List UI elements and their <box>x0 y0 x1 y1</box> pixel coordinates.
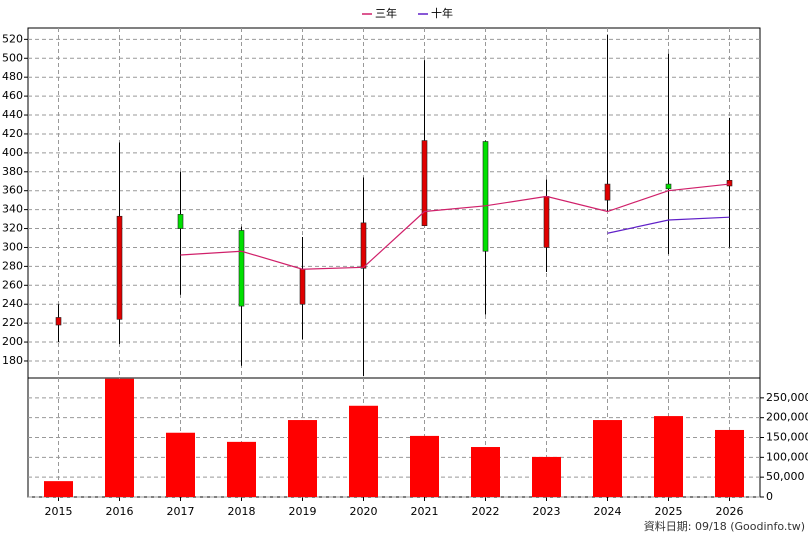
bar <box>288 420 317 497</box>
x-tick-label: 2018 <box>228 505 256 518</box>
candle-body <box>116 215 123 320</box>
x-tick-label: 2026 <box>716 505 744 518</box>
x-tick-label: 2023 <box>533 505 561 518</box>
y-tick-label: 200 <box>2 335 23 348</box>
candle-body <box>726 179 733 187</box>
y2-tick-label: 250,000 <box>766 391 808 404</box>
y-tick-label: 240 <box>2 297 23 310</box>
x-tick-label: 2025 <box>655 505 683 518</box>
candle-body <box>543 196 550 248</box>
candle-body <box>299 268 306 305</box>
bar <box>166 432 195 497</box>
candle-body <box>177 214 184 229</box>
x-tick-label: 2024 <box>594 505 622 518</box>
y-tick-label: 280 <box>2 259 23 272</box>
legend-label: 三年 <box>375 6 397 20</box>
candle-body <box>360 222 367 269</box>
bar <box>471 447 500 497</box>
y-tick-label: 360 <box>2 184 23 197</box>
x-tick-label: 2020 <box>350 505 378 518</box>
y-tick-label: 320 <box>2 222 23 235</box>
y-tick-label: 440 <box>2 108 23 121</box>
bar <box>105 378 134 497</box>
line-series <box>607 216 730 234</box>
candle-body <box>238 230 245 307</box>
y-tick-label: 340 <box>2 203 23 216</box>
y-tick-label: 300 <box>2 240 23 253</box>
y-tick-label: 180 <box>2 354 23 367</box>
y-tick-label: 400 <box>2 146 23 159</box>
y2-tick-label: 100,000 <box>766 450 808 463</box>
y2-tick-label: 150,000 <box>766 431 808 444</box>
candle-body <box>55 317 62 326</box>
x-tick-label: 2017 <box>167 505 195 518</box>
bar <box>349 405 378 497</box>
bar <box>44 481 73 497</box>
y-tick-label: 480 <box>2 70 23 83</box>
y-tick-label: 500 <box>2 51 23 64</box>
y-tick-label: 220 <box>2 316 23 329</box>
y-tick-label: 260 <box>2 278 23 291</box>
candle-body <box>421 140 428 227</box>
bar <box>410 435 439 497</box>
x-tick-label: 2019 <box>289 505 317 518</box>
y2-tick-label: 200,000 <box>766 411 808 424</box>
y-tick-label: 460 <box>2 89 23 102</box>
candle-body <box>665 183 672 190</box>
footer: 資料日期: 09/18 (Goodinfo.tw) <box>644 519 805 533</box>
candle-body <box>482 141 489 252</box>
bar <box>715 429 744 497</box>
bar <box>227 441 256 497</box>
x-tick-label: 2015 <box>45 505 73 518</box>
y-tick-label: 380 <box>2 165 23 178</box>
bar <box>654 416 683 497</box>
y2-tick-label: 0 <box>766 490 773 503</box>
y2-tick-label: 50,000 <box>766 470 805 483</box>
bar <box>593 420 622 497</box>
y-tick-label: 520 <box>2 32 23 45</box>
x-tick-label: 2016 <box>106 505 134 518</box>
x-tick-label: 2022 <box>472 505 500 518</box>
x-tick-label: 2021 <box>411 505 439 518</box>
legend-label: 十年 <box>431 6 453 20</box>
bar <box>532 456 561 497</box>
line-series <box>180 183 730 270</box>
price-panel <box>27 27 761 379</box>
candle-body <box>604 183 611 201</box>
y-tick-label: 420 <box>2 127 23 140</box>
